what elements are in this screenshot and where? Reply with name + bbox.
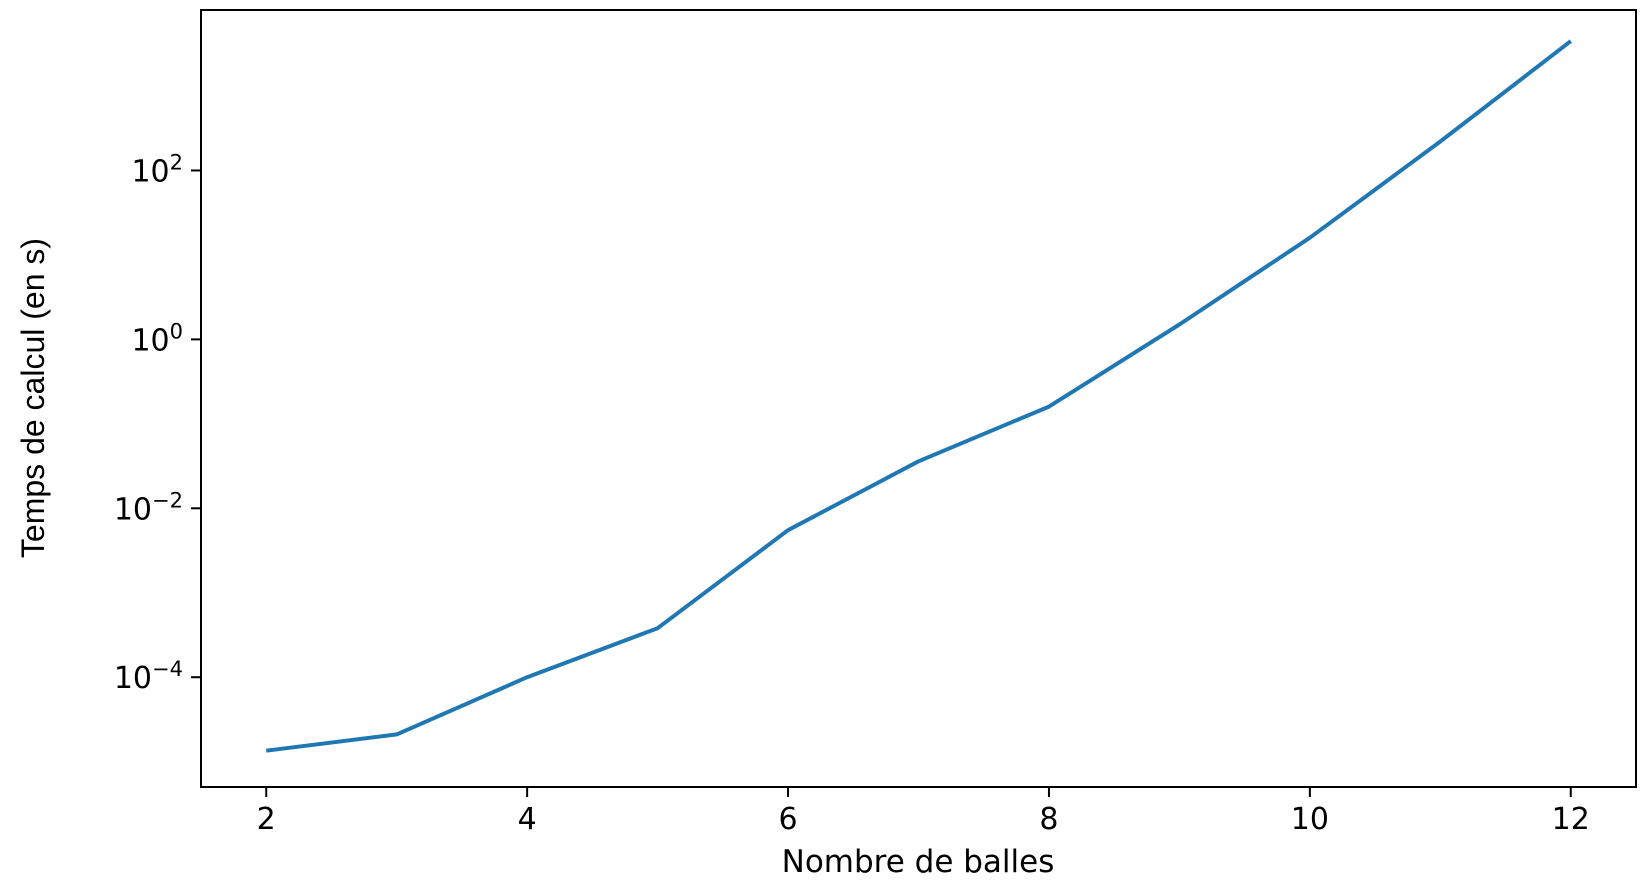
y-axis-label: Temps de calcul (en s)	[15, 238, 51, 558]
x-axis-label: Nombre de balles	[782, 844, 1055, 880]
plot-frame	[200, 9, 1637, 788]
y-tick-label: 102	[131, 150, 183, 189]
x-axis-ticks: 2 4 6 8 10 12	[257, 787, 1590, 837]
y-tick-label: 10−2	[114, 488, 183, 527]
x-tick-label: 6	[778, 802, 797, 837]
x-tick-label: 8	[1039, 802, 1058, 837]
y-tick-label: 100	[131, 319, 183, 358]
x-tick-label: 12	[1552, 802, 1590, 837]
x-tick-label: 4	[518, 802, 537, 837]
series-line-0	[265, 39, 1573, 753]
x-tick-label: 10	[1291, 802, 1329, 837]
y-tick-label: 10−4	[114, 657, 183, 696]
y-axis-ticks: 10−4 10−2 100 102	[114, 150, 201, 696]
x-tick-label: 2	[257, 802, 276, 837]
series-layer	[265, 39, 1573, 753]
